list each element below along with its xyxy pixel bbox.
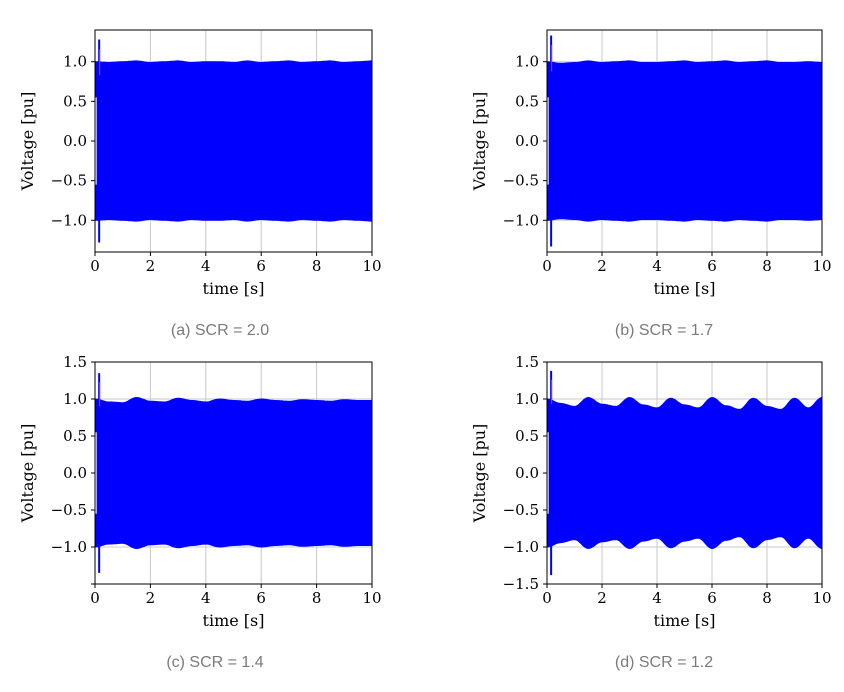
x-tick-label: 8 [312, 257, 322, 275]
y-tick-label: −0.5 [503, 172, 539, 190]
y-tick-label: 1.0 [63, 53, 87, 71]
y-tick-label: 0.5 [63, 427, 87, 445]
y-tick-label: 0.5 [515, 92, 539, 110]
x-tick-label: 8 [762, 589, 772, 607]
chart-c: 0 2 4 6 8 10 −1.0 −0.5 0.0 0.5 1.0 1.5 time [s] Volta… [18, 353, 382, 630]
x-tick-label: 10 [812, 589, 831, 607]
x-tick-label: 0 [90, 257, 100, 275]
x-axis-label: time [s] [654, 279, 716, 298]
x-tick-label: 4 [652, 257, 662, 275]
x-tick-label: 10 [812, 257, 831, 275]
chart-panel-b: 0 2 4 6 8 10 −1.0 −0.5 0.0 0.5 1.0 time [s] Voltage … [422, 0, 844, 346]
x-tick-label: 2 [146, 589, 156, 607]
y-tick-label: 0.5 [515, 427, 539, 445]
x-tick-label: 8 [312, 589, 322, 607]
y-axis-label: Voltage [pu] [18, 92, 37, 192]
x-tick-label: 0 [542, 257, 552, 275]
y-tick-label: 1.5 [63, 353, 87, 371]
y-tick-label: 1.0 [515, 53, 539, 71]
y-axis-label: Voltage [pu] [18, 424, 37, 524]
caption-c: (c) SCR = 1.4 [166, 654, 264, 671]
chart-panel-d: 0 2 4 6 8 10 −1.5 −1.0 −0.5 0.0 0.5 1.0 1.5 time [s] V… [422, 346, 844, 692]
y-tick-label: 0.0 [63, 132, 87, 150]
y-tick-label: −1.0 [51, 538, 87, 556]
caption-b: (b) SCR = 1.7 [614, 322, 714, 339]
y-tick-label: 1.5 [515, 353, 539, 371]
y-tick-label: −1.0 [51, 211, 87, 229]
chart-panel-c: 0 2 4 6 8 10 −1.0 −0.5 0.0 0.5 1.0 1.5 time [s] Volta… [0, 346, 422, 692]
x-tick-label: 2 [597, 257, 607, 275]
voltage-series [546, 60, 823, 222]
y-tick-label: 1.0 [515, 390, 539, 408]
voltage-series [94, 60, 373, 222]
y-tick-label: 0.0 [63, 464, 87, 482]
x-axis-label: time [s] [203, 611, 265, 630]
x-axis-label: time [s] [203, 279, 265, 298]
chart-a: 0 2 4 6 8 10 −1.0 −0.5 0.0 0.5 1.0 time [s] Voltage … [18, 29, 382, 298]
x-tick-label: 0 [90, 589, 100, 607]
y-tick-label: −1.5 [503, 575, 539, 593]
chart-d: 0 2 4 6 8 10 −1.5 −1.0 −0.5 0.0 0.5 1.0 1.5 time [s] V… [470, 353, 832, 630]
x-tick-label: 4 [201, 257, 211, 275]
x-tick-label: 6 [707, 257, 717, 275]
voltage-series [94, 396, 373, 550]
x-tick-label: 6 [256, 257, 266, 275]
y-tick-label: 0.5 [63, 92, 87, 110]
y-tick-label: 0.0 [515, 464, 539, 482]
y-tick-label: 0.0 [515, 132, 539, 150]
y-axis-label: Voltage [pu] [470, 424, 489, 524]
voltage-series [546, 396, 823, 550]
caption-a: (a) SCR = 2.0 [170, 322, 270, 339]
x-tick-label: 2 [597, 589, 607, 607]
x-axis-label: time [s] [654, 611, 716, 630]
y-tick-label: 1.0 [63, 390, 87, 408]
x-tick-label: 8 [762, 257, 772, 275]
x-tick-label: 10 [362, 589, 381, 607]
x-tick-label: 4 [652, 589, 662, 607]
y-tick-label: −0.5 [51, 501, 87, 519]
x-tick-label: 6 [256, 589, 266, 607]
x-tick-label: 0 [542, 589, 552, 607]
chart-panel-a: 0 2 4 6 8 10 −1.0 −0.5 0.0 0.5 1.0 time [s] Voltage … [0, 0, 422, 346]
x-tick-label: 6 [707, 589, 717, 607]
y-tick-label: −1.0 [503, 538, 539, 556]
chart-b: 0 2 4 6 8 10 −1.0 −0.5 0.0 0.5 1.0 time [s] Voltage … [470, 29, 832, 298]
x-tick-label: 4 [201, 589, 211, 607]
y-tick-label: −1.0 [503, 211, 539, 229]
x-tick-label: 10 [362, 257, 381, 275]
y-axis-label: Voltage [pu] [470, 92, 489, 192]
y-tick-label: −0.5 [503, 501, 539, 519]
caption-d: (d) SCR = 1.2 [614, 654, 714, 671]
y-tick-label: −0.5 [51, 172, 87, 190]
x-tick-label: 2 [146, 257, 156, 275]
